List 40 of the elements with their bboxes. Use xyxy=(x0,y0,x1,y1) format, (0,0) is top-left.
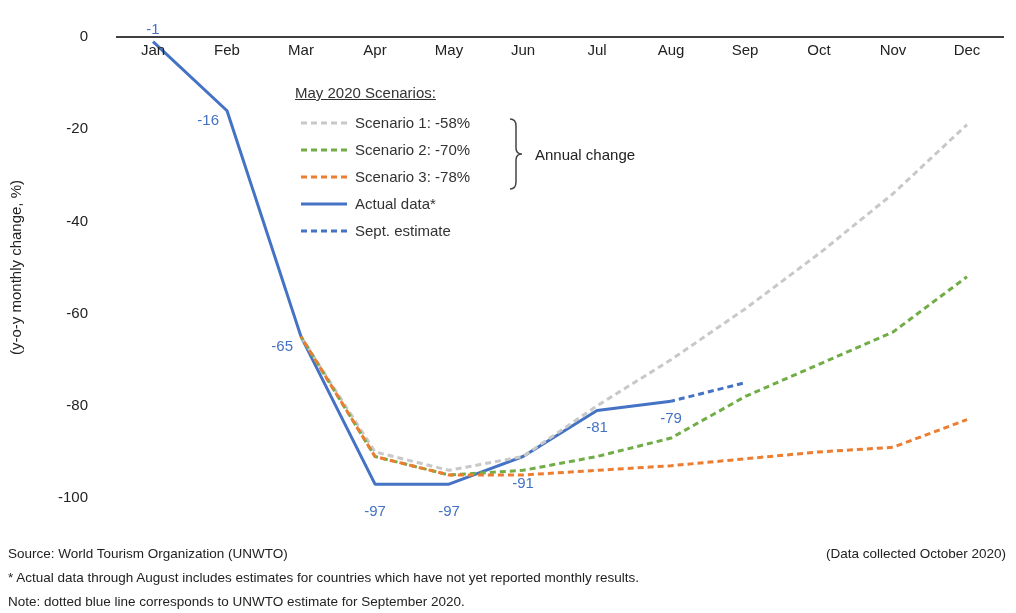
data-label: -16 xyxy=(197,110,220,128)
y-tick-label: -40 xyxy=(66,211,89,229)
legend-label: Scenario 2: -70% xyxy=(355,141,471,158)
legend-title: May 2020 Scenarios: xyxy=(295,84,437,101)
data-label: -97 xyxy=(438,501,460,519)
x-tick-label: May xyxy=(434,40,464,58)
x-tick-label: Feb xyxy=(214,40,240,58)
data-label: -91 xyxy=(512,474,534,492)
x-tick-label: Jun xyxy=(510,40,536,58)
line-series xyxy=(299,335,969,477)
text: * Actual data through August includes estimates for countries which have not yet reported monthly results. xyxy=(8,570,640,585)
x-tick-label: Apr xyxy=(363,40,387,58)
y-tick-label: -80 xyxy=(66,395,89,413)
line-series xyxy=(299,275,969,477)
data-label: -79 xyxy=(660,408,682,426)
x-tick-label: Mar xyxy=(288,40,314,58)
text: Note: dotted blue line corresponds to UNWTO estimate for September 2020. xyxy=(8,594,465,609)
legend-label: Scenario 1: -58% xyxy=(355,114,471,131)
legend-label: Actual data* xyxy=(355,195,436,212)
source-note: Source: World Tourism Organization (UNWTO) xyxy=(8,546,288,561)
annotation: Annual change xyxy=(535,146,636,163)
y-tick-label: -60 xyxy=(66,303,89,321)
text: (Data collected October 2020) xyxy=(825,546,1006,561)
y-axis-title: (y-o-y monthly change, %) xyxy=(7,179,25,356)
x-tick-label: Aug xyxy=(657,40,685,58)
x-tick-label: Dec xyxy=(953,40,981,58)
data-label: -97 xyxy=(364,501,386,519)
y-tick-label: -100 xyxy=(57,488,89,506)
legend-label: Sept. estimate xyxy=(355,222,451,239)
x-tick-label: Oct xyxy=(807,40,832,58)
x-tick-label: Nov xyxy=(879,40,907,58)
legend-label: Scenario 3: -78% xyxy=(355,168,471,185)
x-tick-label: Jul xyxy=(587,40,607,58)
data-label: -65 xyxy=(271,336,294,354)
y-tick-label: 0 xyxy=(79,27,89,45)
x-tick-label: Sep xyxy=(731,40,759,58)
y-tick-label: -20 xyxy=(66,119,89,137)
data-label: -1 xyxy=(146,20,160,38)
data-label: -81 xyxy=(586,418,608,436)
x-tick-label: Jan xyxy=(140,40,166,58)
